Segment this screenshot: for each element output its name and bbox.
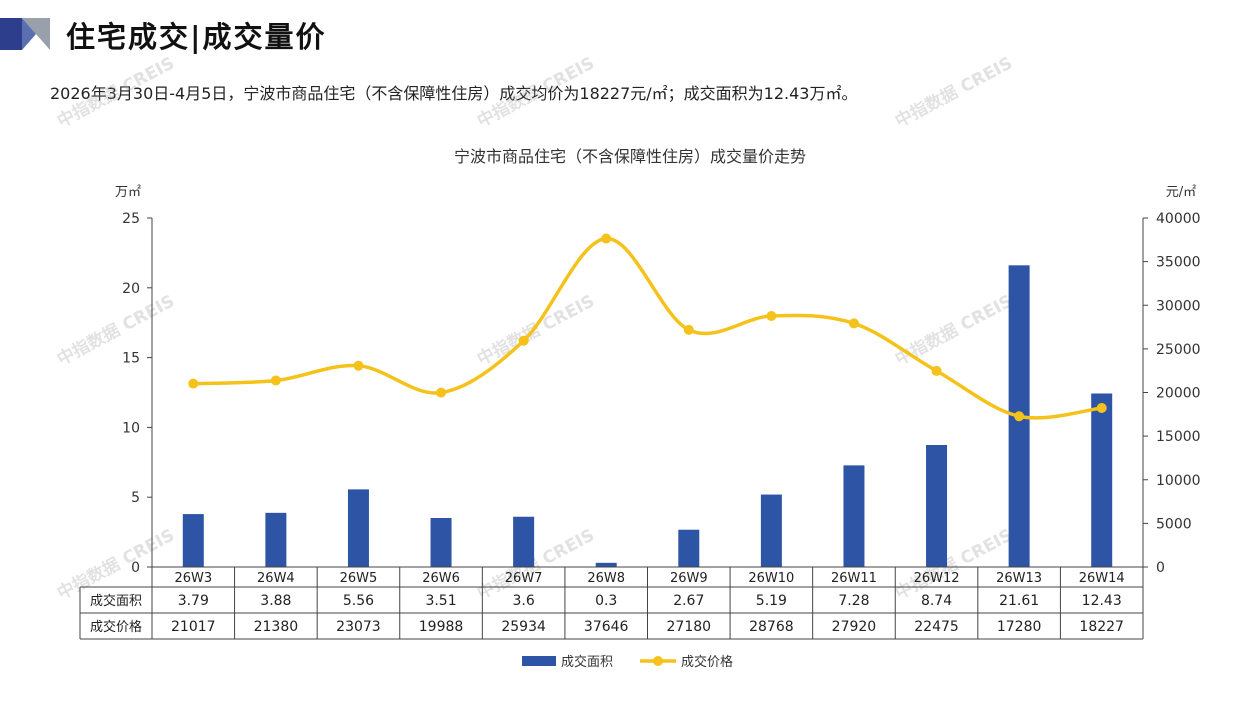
category-label: 26W12	[914, 571, 960, 586]
table-cell: 25934	[501, 619, 546, 635]
logo-mid-shape	[22, 18, 36, 50]
table-cell: 21017	[171, 619, 216, 635]
left-axis-tick-label: 20	[122, 281, 140, 297]
category-label: 26W14	[1079, 571, 1125, 586]
line-series-price	[188, 233, 1107, 422]
bar-area	[265, 512, 287, 567]
table-cell: 23073	[336, 619, 381, 635]
price-point	[1096, 402, 1107, 413]
category-label: 26W4	[257, 571, 295, 586]
right-axis-tick-label: 10000	[1156, 473, 1201, 489]
right-axis-tick-label: 25000	[1156, 342, 1201, 358]
price-point	[848, 318, 859, 329]
table-cell: 21.61	[999, 593, 1039, 609]
right-axis-tick-label: 5000	[1156, 516, 1192, 532]
left-axis-tick-label: 25	[122, 211, 140, 227]
category-label: 26W7	[505, 571, 543, 586]
right-axis-tick-label: 30000	[1156, 298, 1201, 314]
right-axis-tick-label: 40000	[1156, 211, 1201, 227]
table-row-label: 成交面积	[90, 593, 142, 609]
table-cell: 3.6	[512, 593, 534, 609]
bar-area	[843, 465, 865, 567]
bar-area	[760, 494, 782, 567]
category-label: 26W3	[174, 571, 212, 586]
price-point	[270, 375, 281, 386]
table-cell: 21380	[254, 619, 299, 635]
bar-area	[182, 514, 204, 567]
table-cell: 2.67	[673, 593, 704, 609]
legend-bar-swatch	[522, 656, 556, 666]
legend-line-label: 成交价格	[681, 654, 733, 670]
table-cell: 28768	[749, 619, 794, 635]
table-cell: 12.43	[1082, 593, 1122, 609]
left-axis-tick-label: 5	[131, 490, 140, 506]
category-label: 26W9	[670, 571, 708, 586]
table-cell: 7.28	[838, 593, 869, 609]
table-cell: 0.3	[595, 593, 617, 609]
table-cell: 37646	[584, 619, 629, 635]
price-point	[931, 365, 942, 376]
data-table: 26W3 26W4 26W5 26W6 26W7 26W8 26W9 26W10 26W11 26…	[79, 566, 1144, 640]
right-axis-unit: 元/㎡	[1166, 185, 1196, 200]
price-point	[766, 310, 777, 321]
price-point	[353, 360, 364, 371]
price-point	[601, 233, 612, 244]
table-cell: 8.74	[921, 593, 952, 609]
table-cell: 5.19	[756, 593, 787, 609]
table-cell: 22475	[914, 619, 959, 635]
price-point	[188, 378, 199, 389]
table-cell: 3.88	[260, 593, 291, 609]
left-axis-unit: 万㎡	[115, 185, 141, 200]
legend-bar-label: 成交面积	[561, 654, 613, 670]
bar-area	[678, 529, 700, 567]
price-line-path	[193, 236, 1102, 420]
category-label: 26W6	[422, 571, 460, 586]
category-label: 26W10	[748, 571, 794, 586]
category-label: 26W13	[996, 571, 1042, 586]
right-axis-tick-label: 35000	[1156, 255, 1201, 271]
bar-area	[595, 562, 617, 567]
bar-area	[1091, 393, 1113, 567]
category-label: 26W5	[340, 571, 378, 586]
bar-area	[513, 516, 535, 567]
table-row-label: 成交价格	[90, 619, 142, 635]
chart-title: 宁波市商品住宅（不含保障性住房）成交量价走势	[454, 147, 806, 166]
price-point	[436, 387, 447, 398]
bar-series-area	[182, 265, 1113, 567]
right-axis-tick-label: 20000	[1156, 386, 1201, 402]
bar-area	[926, 444, 948, 567]
table-cell: 19988	[419, 619, 464, 635]
bar-area	[347, 489, 369, 567]
legend-line-marker	[653, 656, 663, 666]
table-cell: 27180	[667, 619, 712, 635]
bar-area	[430, 518, 452, 567]
chart-legend: 成交面积 成交价格	[522, 654, 733, 670]
brand-logo	[0, 18, 50, 50]
price-point	[518, 335, 529, 346]
table-cell: 3.79	[178, 593, 209, 609]
right-axis-tick-label: 15000	[1156, 429, 1201, 445]
chart-axes: 0 5 10 15 20 25 0 5000 10000 15000 20000 25000 30000…	[122, 211, 1200, 576]
page-title: 住宅成交|成交量价	[66, 20, 327, 54]
logo-dark-shape	[0, 18, 22, 50]
category-label: 26W11	[831, 571, 877, 586]
price-point	[683, 324, 694, 335]
right-axis-tick-label: 0	[1156, 560, 1165, 576]
summary-text: 2026年3月30日-4月5日，宁波市商品住宅（不含保障性住房）成交均价为182…	[50, 84, 858, 103]
left-axis-tick-label: 0	[131, 560, 140, 576]
table-cell: 18227	[1079, 619, 1124, 635]
table-cell: 27920	[832, 619, 877, 635]
table-cell: 3.51	[425, 593, 456, 609]
left-axis-tick-label: 10	[122, 420, 140, 436]
left-axis-tick-label: 15	[122, 351, 140, 367]
table-cell: 5.56	[343, 593, 374, 609]
category-label: 26W8	[587, 571, 625, 586]
table-cell: 17280	[997, 619, 1042, 635]
price-point	[1014, 411, 1025, 422]
